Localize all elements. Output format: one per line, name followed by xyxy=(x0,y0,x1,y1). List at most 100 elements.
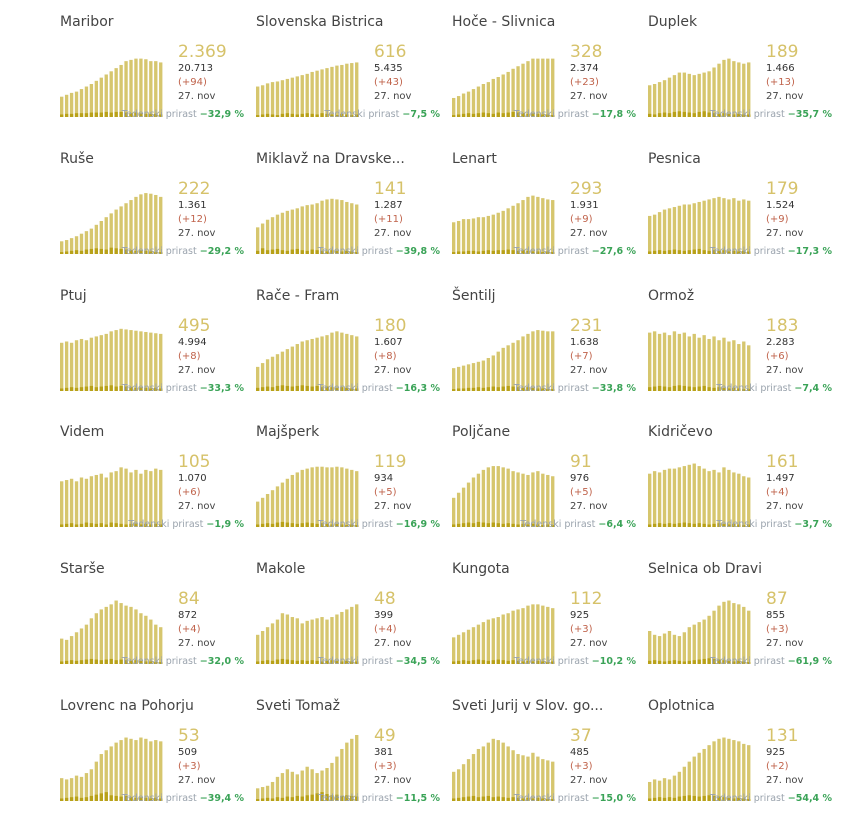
active-cases-bar xyxy=(280,212,285,254)
daily-new-cases-bar xyxy=(310,523,314,527)
daily-new-cases-bar xyxy=(747,662,751,664)
daily-new-cases-bar xyxy=(335,387,339,391)
total-cases-value: 1.638 xyxy=(570,337,599,348)
daily-new-cases-bar xyxy=(742,798,746,801)
active-cases-bar xyxy=(521,473,525,527)
daily-new-cases-bar xyxy=(320,523,324,527)
daily-new-cases-bar xyxy=(732,523,736,527)
daily-new-cases-bar xyxy=(541,388,545,391)
active-cases-bar xyxy=(320,200,324,254)
active-cases-bar xyxy=(109,746,113,801)
daily-new-cases-bar xyxy=(521,798,525,801)
daily-new-cases-bar xyxy=(320,387,324,391)
active-cases-bar xyxy=(290,771,295,801)
daily-new-cases-bar xyxy=(300,250,304,254)
daily-new-cases-bar xyxy=(672,249,677,254)
active-cases-bar xyxy=(270,623,275,664)
active-cases-bar xyxy=(692,624,696,664)
daily-new-cases-bar xyxy=(707,387,711,391)
active-cases-bar xyxy=(551,761,555,801)
active-cases-value: 179 xyxy=(766,179,799,199)
active-cases-bar xyxy=(682,766,687,801)
daily-new-cases-bar xyxy=(69,250,74,254)
daily-new-cases-bar xyxy=(496,250,500,254)
municipality-title: Ptuj xyxy=(60,288,87,304)
active-cases-bar xyxy=(506,468,510,527)
active-cases-bar xyxy=(521,200,525,254)
daily-new-cases-bar xyxy=(742,389,746,391)
daily-new-cases-bar xyxy=(506,249,510,254)
total-cases-value: 20.713 xyxy=(178,63,213,74)
active-cases-bar xyxy=(330,198,334,254)
daily-new-cases-bar xyxy=(551,252,555,254)
active-cases-bar xyxy=(687,464,691,527)
daily-new-cases-bar xyxy=(280,521,285,527)
daily-new-cases-bar xyxy=(501,523,505,527)
active-cases-bar xyxy=(345,201,349,254)
daily-new-cases-bar xyxy=(667,113,672,117)
active-cases-bar xyxy=(481,622,486,664)
active-cases-bar xyxy=(300,623,304,664)
daily-new-cases-bar xyxy=(149,661,153,664)
active-cases-bar xyxy=(712,198,716,254)
daily-new-cases-bar xyxy=(350,795,354,801)
active-cases-bar xyxy=(466,364,471,391)
active-cases-bar xyxy=(491,738,495,801)
daily-new-cases-bar xyxy=(511,111,515,117)
active-cases-bar xyxy=(340,467,344,527)
active-cases-bar xyxy=(275,354,280,391)
active-cases-bar xyxy=(290,474,295,527)
daily-new-cases-bar xyxy=(452,252,456,254)
daily-new-cases-bar xyxy=(496,387,500,391)
daily-new-cases-bar xyxy=(506,797,510,801)
active-cases-bar xyxy=(60,778,64,801)
daily-new-cases-bar xyxy=(707,112,711,117)
daily-new-cases-bar xyxy=(64,113,69,117)
active-cases-bar xyxy=(310,619,314,664)
daily-new-cases-bar xyxy=(747,524,751,527)
daily-new-cases-bar xyxy=(652,250,657,254)
active-cases-bar xyxy=(461,764,466,801)
active-cases-bar xyxy=(94,80,99,117)
daily-new-cases-bar xyxy=(280,250,285,254)
active-cases-bar xyxy=(79,628,84,664)
active-cases-bar xyxy=(260,497,265,527)
daily-new-cases-bar xyxy=(461,113,466,117)
daily-new-cases-bar xyxy=(275,797,280,801)
active-cases-bar xyxy=(486,619,491,664)
active-cases-bar xyxy=(305,620,309,664)
active-cases-bar xyxy=(315,337,319,391)
active-cases-bar xyxy=(345,468,349,527)
daily-new-cases-bar xyxy=(124,112,128,117)
active-cases-bar xyxy=(129,606,133,664)
daily-new-cases-bar xyxy=(471,113,476,117)
active-cases-bar xyxy=(300,206,304,254)
daily-new-cases-bar xyxy=(692,795,696,801)
active-cases-bar xyxy=(496,351,500,391)
active-cases-bar xyxy=(320,466,324,527)
active-cases-bar xyxy=(452,637,456,664)
weekly-growth-value: −29,2 % xyxy=(199,246,244,257)
daily-new-cases-bar xyxy=(310,249,314,254)
daily-new-cases-bar xyxy=(315,660,319,664)
active-cases-bar xyxy=(330,762,334,801)
daily-new-cases-bar xyxy=(648,251,652,254)
daily-new-cases-bar xyxy=(114,660,118,664)
daily-new-cases-bar xyxy=(320,661,324,664)
daily-new-cases-bar xyxy=(657,250,662,254)
daily-new-cases-bar xyxy=(275,659,280,664)
active-cases-bar xyxy=(256,634,260,664)
active-cases-bar xyxy=(79,233,84,254)
weekly-growth: Tedenski prirast −11,5 % xyxy=(318,793,440,804)
active-cases-bar xyxy=(335,756,339,801)
daily-new-cases-bar xyxy=(114,111,118,117)
active-cases-bar xyxy=(256,501,260,527)
active-cases-bar xyxy=(119,328,123,391)
active-cases-bar xyxy=(511,342,515,391)
active-cases-bar xyxy=(149,193,153,254)
date-label: 27. nov xyxy=(766,228,804,239)
active-cases-bar xyxy=(104,477,108,527)
daily-new-cases-bar xyxy=(84,797,89,801)
daily-new-cases-bar xyxy=(315,523,319,527)
date-label: 27. nov xyxy=(374,365,412,376)
